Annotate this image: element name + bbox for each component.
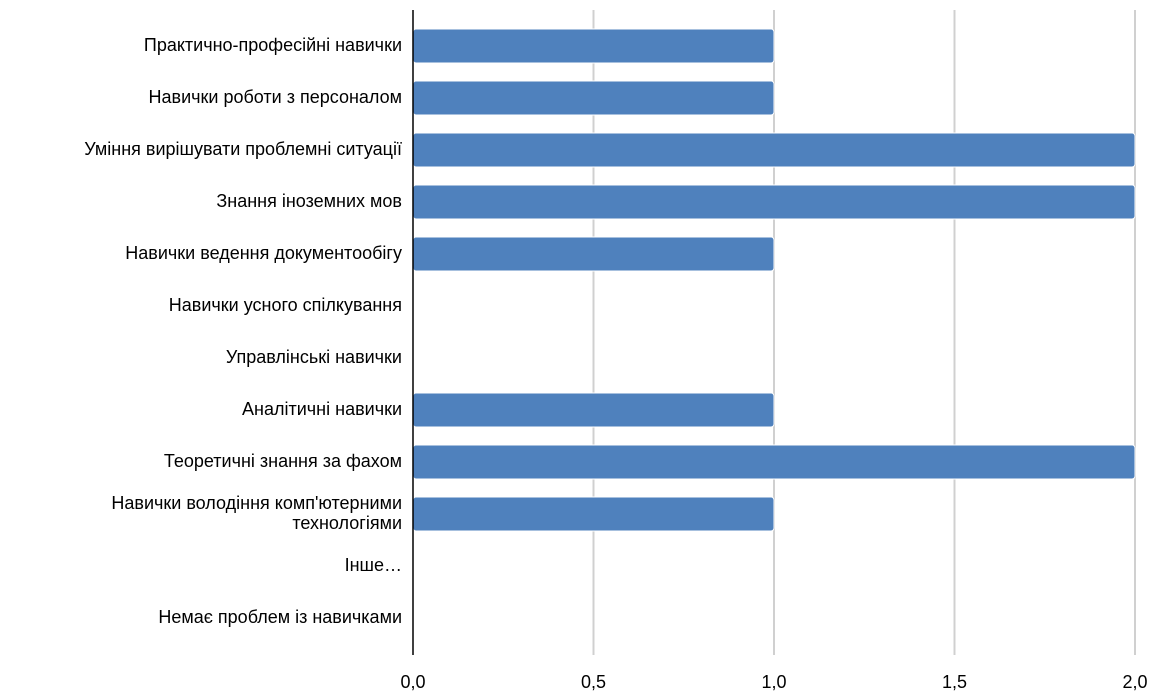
category-labels: Практично-професійні навички Навички робо… [84, 35, 402, 627]
category-label-0: Практично-професійні навички [144, 35, 402, 55]
category-label-10: Інше… [345, 555, 402, 575]
category-label-6: Управлінські навички [226, 347, 402, 367]
gridlines [592, 10, 1136, 655]
category-label-7: Аналітичні навички [242, 399, 402, 419]
category-label-8: Теоретичні знання за фахом [164, 451, 402, 471]
bars [412, 28, 1136, 532]
bar-3 [412, 184, 1136, 220]
x-tick-label-3: 1,5 [942, 672, 967, 691]
bar-7 [412, 392, 775, 428]
x-tick-label-0: 0,0 [400, 672, 425, 691]
category-label-9: Навички володіння комп'ютерними технологі… [111, 493, 402, 533]
x-tick-label-4: 2,0 [1122, 672, 1147, 691]
category-label-1: Навички роботи з персоналом [149, 87, 402, 107]
x-tick-labels: 0,0 0,5 1,0 1,5 2,0 [400, 672, 1147, 691]
bar-2 [412, 132, 1136, 168]
bar-8 [412, 444, 1136, 480]
category-label-3: Знання іноземних мов [216, 191, 402, 211]
category-label-2: Уміння вирішувати проблемні ситуації [84, 139, 402, 159]
bar-4 [412, 236, 775, 272]
category-label-11: Немає проблем із навичками [158, 607, 402, 627]
x-tick-label-2: 1,0 [761, 672, 786, 691]
x-tick-label-1: 0,5 [581, 672, 606, 691]
category-label-4: Навички ведення документообігу [125, 243, 402, 263]
category-label-5: Навички усного спілкування [169, 295, 402, 315]
bar-1 [412, 80, 775, 116]
bar-9 [412, 496, 775, 532]
bar-0 [412, 28, 775, 64]
